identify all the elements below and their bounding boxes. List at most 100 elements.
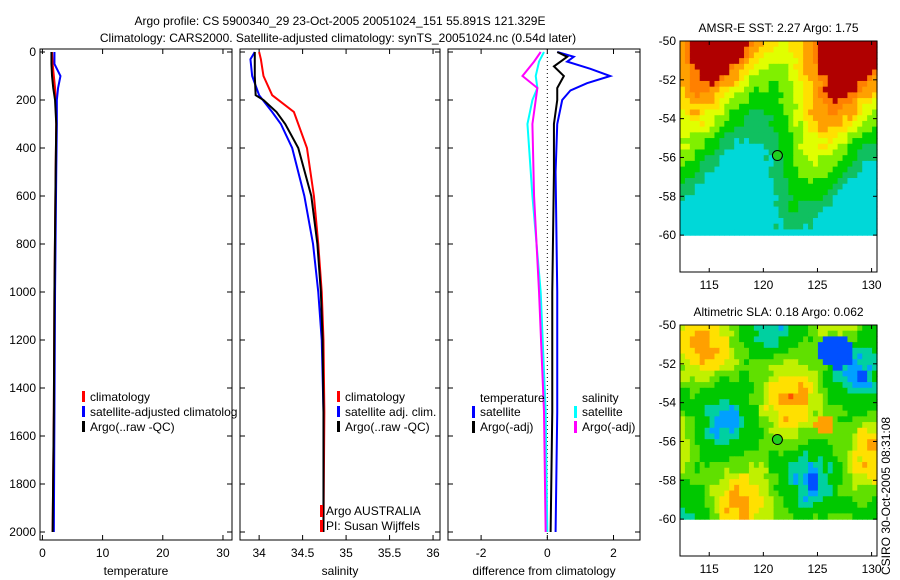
map-cell: [763, 178, 770, 185]
map-cell: [773, 172, 780, 179]
map-cell: [753, 109, 760, 116]
map-cell: [862, 330, 868, 338]
map-cell: [783, 496, 789, 503]
map-cell: [744, 46, 750, 54]
map-cell: [788, 86, 794, 93]
map-cell: [719, 473, 725, 480]
map-cell: [748, 376, 755, 383]
map-cell: [812, 58, 819, 65]
map-cell: [699, 80, 706, 88]
map-cell: [763, 342, 770, 349]
map-cell: [872, 393, 878, 400]
map-cell: [729, 410, 735, 417]
map-cell: [803, 376, 809, 383]
map-cell: [832, 507, 839, 515]
map-cell: [719, 172, 725, 179]
map-cell: [852, 382, 858, 389]
map-cell: [744, 462, 750, 469]
map-cell: [808, 439, 814, 446]
map-cell: [709, 479, 716, 486]
map-cell: [842, 229, 849, 236]
map-cell: [689, 347, 696, 355]
map-cell: [704, 427, 711, 435]
map-cell: [808, 126, 814, 133]
legend-label: Argo(-adj): [480, 420, 533, 434]
map-cell: [822, 195, 829, 202]
map-cell: [842, 103, 849, 111]
map-cell: [872, 103, 878, 111]
map-cell: [847, 325, 853, 332]
map-cell: [748, 189, 755, 196]
map-cell: [837, 342, 844, 349]
map-cell: [812, 427, 819, 435]
map-cell: [867, 46, 873, 54]
map-cell: [783, 200, 789, 208]
map-cell: [704, 416, 711, 423]
map-cell: [704, 507, 711, 515]
map-cell: [778, 490, 785, 497]
map-cell: [709, 86, 716, 93]
map-cell: [719, 126, 725, 133]
map-cell: [852, 450, 858, 457]
map-cell: [680, 92, 686, 99]
map-cell: [822, 347, 829, 355]
map-cell: [729, 63, 735, 71]
x-tick-label: 115: [700, 278, 719, 292]
map-cell: [680, 347, 686, 355]
map-cell: [832, 160, 839, 168]
map-cell: [704, 69, 711, 76]
map-cell: [773, 456, 780, 463]
map-cell: [862, 86, 868, 93]
map-cell: [778, 382, 785, 389]
map-cell: [689, 399, 696, 406]
map-cell: [872, 427, 878, 435]
map-cell: [729, 138, 735, 145]
map-cell: [729, 200, 735, 208]
map-cell: [872, 422, 878, 429]
map-cell: [842, 450, 849, 457]
map-cell: [857, 462, 863, 469]
map-cell: [788, 330, 794, 338]
map-cell: [694, 212, 701, 219]
map-cell: [857, 138, 863, 145]
map-cell: [872, 41, 878, 48]
map-cell: [847, 52, 853, 59]
map-cell: [867, 490, 873, 497]
map-cell: [768, 336, 775, 343]
series-line-salinity-satellite: [526, 51, 549, 533]
y-tick-label: -52: [659, 357, 677, 371]
map-cell: [729, 160, 735, 168]
map-cell: [748, 126, 755, 133]
map-cell: [739, 75, 745, 82]
map-cell: [739, 92, 745, 99]
map-cell: [847, 189, 853, 196]
map-cell: [763, 393, 770, 400]
map-cell: [709, 160, 716, 168]
map-cell: [847, 433, 853, 440]
map-cell: [857, 490, 863, 497]
map-cell: [773, 63, 780, 71]
map-cell: [709, 109, 716, 116]
map-cell: [862, 41, 868, 48]
map-cell: [744, 439, 750, 446]
map-cell: [694, 507, 701, 515]
map-cell: [862, 347, 868, 355]
map-cell: [857, 353, 863, 360]
map-cell: [768, 496, 775, 503]
map-cell: [867, 330, 873, 338]
map-cell: [748, 52, 755, 59]
map-cell: [704, 195, 711, 202]
map-cell: [857, 120, 863, 128]
map-cell: [744, 160, 750, 168]
map-cell: [763, 364, 770, 372]
map-cell: [822, 126, 829, 133]
map-cell: [822, 382, 829, 389]
map-cell: [694, 52, 701, 59]
map-cell: [753, 479, 760, 486]
map-cell: [709, 347, 716, 355]
map-cell: [724, 330, 730, 338]
map-cell: [842, 336, 849, 343]
map-cell: [817, 200, 824, 208]
map-cell: [734, 353, 740, 360]
map-cell: [778, 353, 785, 360]
